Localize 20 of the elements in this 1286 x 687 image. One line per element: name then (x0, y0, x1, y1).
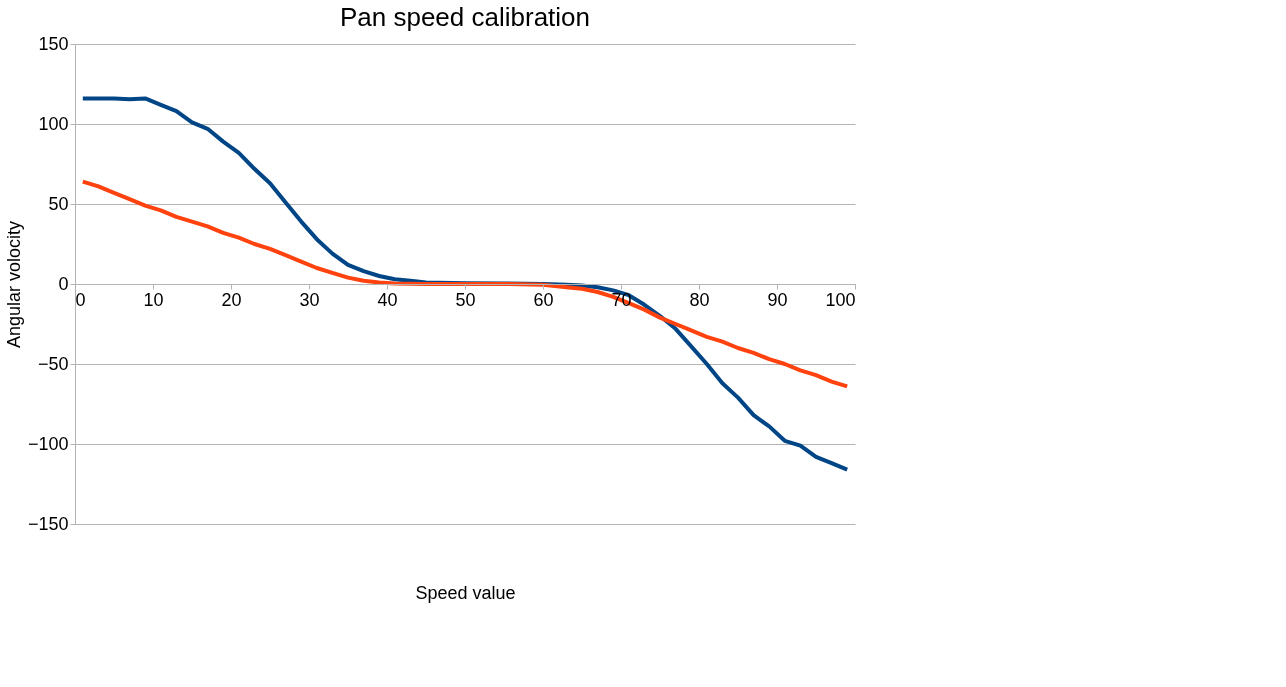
y-tick-label: −100 (27, 433, 69, 454)
y-tick-label: −50 (37, 353, 69, 374)
x-tick-label: 40 (377, 289, 398, 310)
chart-title: Pan speed calibration (339, 2, 591, 32)
x-axis-title: Speed value (415, 582, 516, 603)
x-tick-label: 10 (143, 289, 164, 310)
x-tick-label: 90 (767, 289, 788, 310)
y-tick-label: 150 (38, 33, 69, 54)
y-tick-label: 100 (38, 113, 69, 134)
x-tick-label: 80 (689, 289, 710, 310)
y-axis-title: Angular volocity (3, 220, 24, 349)
y-tick-label: 0 (58, 273, 69, 294)
x-tick-label: 30 (299, 289, 320, 310)
x-tick-label: 100 (825, 289, 856, 310)
y-tick-label: −150 (27, 513, 69, 534)
x-tick-label: 60 (533, 289, 554, 310)
x-tick-label: 0 (75, 289, 86, 310)
x-tick-label: 20 (221, 289, 242, 310)
y-tick-label: 50 (48, 193, 69, 214)
x-tick-label: 50 (455, 289, 476, 310)
